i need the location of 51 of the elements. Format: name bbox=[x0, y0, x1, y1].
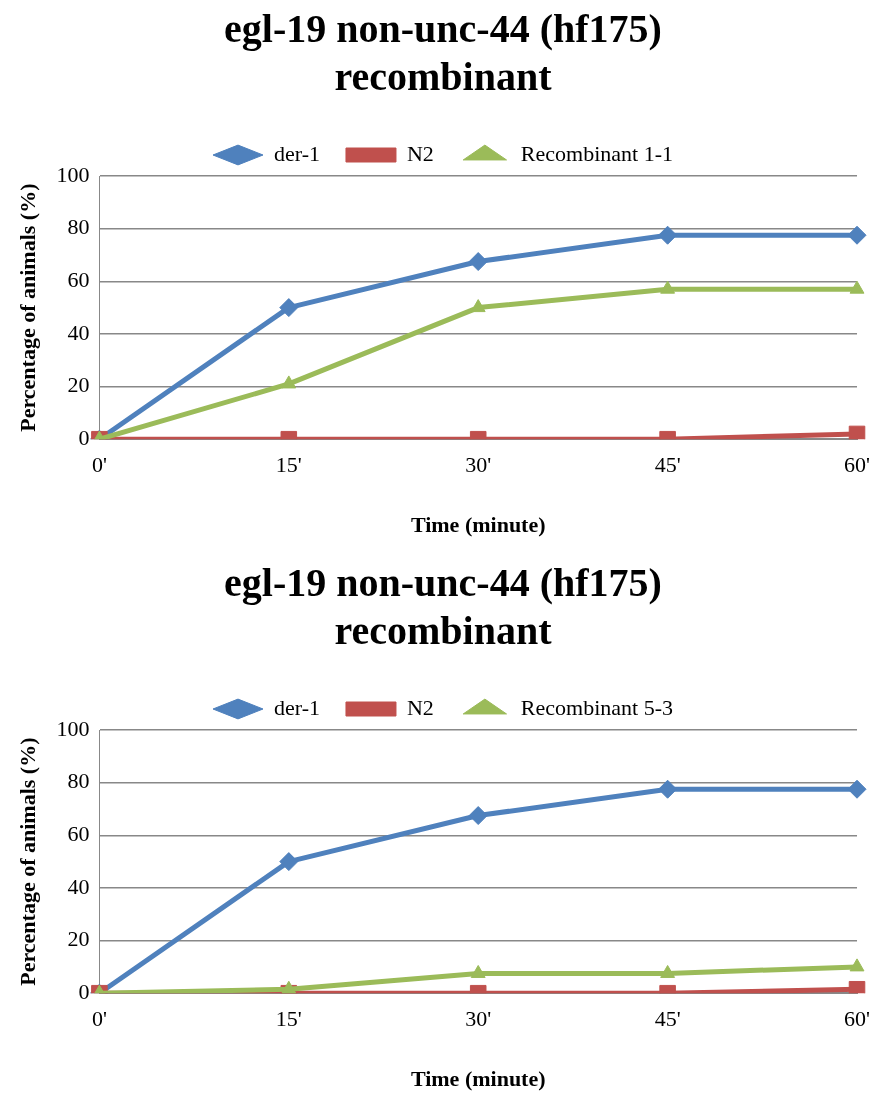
legend-label: Recombinant 5-3 bbox=[520, 694, 674, 720]
x-tick-label: 15' bbox=[275, 452, 302, 478]
y-axis-title: Percentage of animals (%) bbox=[14, 737, 40, 986]
x-tick-label: 60' bbox=[844, 452, 871, 478]
point bbox=[470, 964, 486, 978]
y-tick-label: 0 bbox=[78, 424, 90, 450]
y-tick-label: 40 bbox=[67, 873, 90, 899]
point bbox=[468, 806, 488, 826]
y-tick-label: 80 bbox=[67, 214, 90, 240]
y-tick-label: 80 bbox=[67, 768, 90, 794]
point bbox=[281, 375, 297, 389]
x-tick-label: 0' bbox=[91, 452, 107, 478]
point bbox=[660, 280, 676, 294]
point bbox=[470, 299, 486, 313]
y-tick-label: 20 bbox=[67, 372, 90, 398]
y-tick-label: 100 bbox=[56, 715, 90, 741]
x-tick-label: 45' bbox=[654, 452, 681, 478]
point bbox=[279, 298, 299, 318]
legend-label: der-1 bbox=[274, 140, 320, 166]
legend-label: N2 bbox=[406, 694, 434, 720]
point bbox=[279, 852, 299, 872]
legend-label: der-1 bbox=[274, 694, 320, 720]
text: egl-19 non-unc-44 (hf175) bbox=[224, 560, 662, 606]
x-tick-label: 30' bbox=[465, 452, 492, 478]
x-tick-label: 0' bbox=[91, 1006, 107, 1032]
y-tick-label: 20 bbox=[67, 926, 90, 952]
y-tick-label: 60 bbox=[67, 267, 90, 293]
x-tick-label: 30' bbox=[465, 1006, 492, 1032]
y-tick-label: 100 bbox=[56, 161, 90, 187]
point bbox=[468, 252, 488, 272]
text: recombinant bbox=[334, 608, 552, 654]
point bbox=[658, 225, 678, 245]
x-axis-title: Time (minute) bbox=[410, 1066, 546, 1092]
y-tick-label: 0 bbox=[78, 978, 90, 1004]
text: recombinant bbox=[334, 54, 552, 100]
point bbox=[849, 280, 865, 294]
y-tick-label: 60 bbox=[67, 821, 90, 847]
x-tick-label: 45' bbox=[654, 1006, 681, 1032]
point bbox=[849, 958, 865, 972]
x-tick-label: 15' bbox=[275, 1006, 302, 1032]
x-axis-title: Time (minute) bbox=[410, 512, 546, 538]
text: egl-19 non-unc-44 (hf175) bbox=[224, 6, 662, 52]
point bbox=[847, 779, 867, 799]
x-tick-label: 60' bbox=[844, 1006, 871, 1032]
point bbox=[847, 225, 867, 245]
legend-label: N2 bbox=[406, 140, 434, 166]
y-axis-title: Percentage of animals (%) bbox=[14, 183, 40, 432]
point bbox=[658, 779, 678, 799]
y-tick-label: 40 bbox=[67, 319, 90, 345]
legend-label: Recombinant 1-1 bbox=[520, 140, 674, 166]
point bbox=[660, 964, 676, 978]
